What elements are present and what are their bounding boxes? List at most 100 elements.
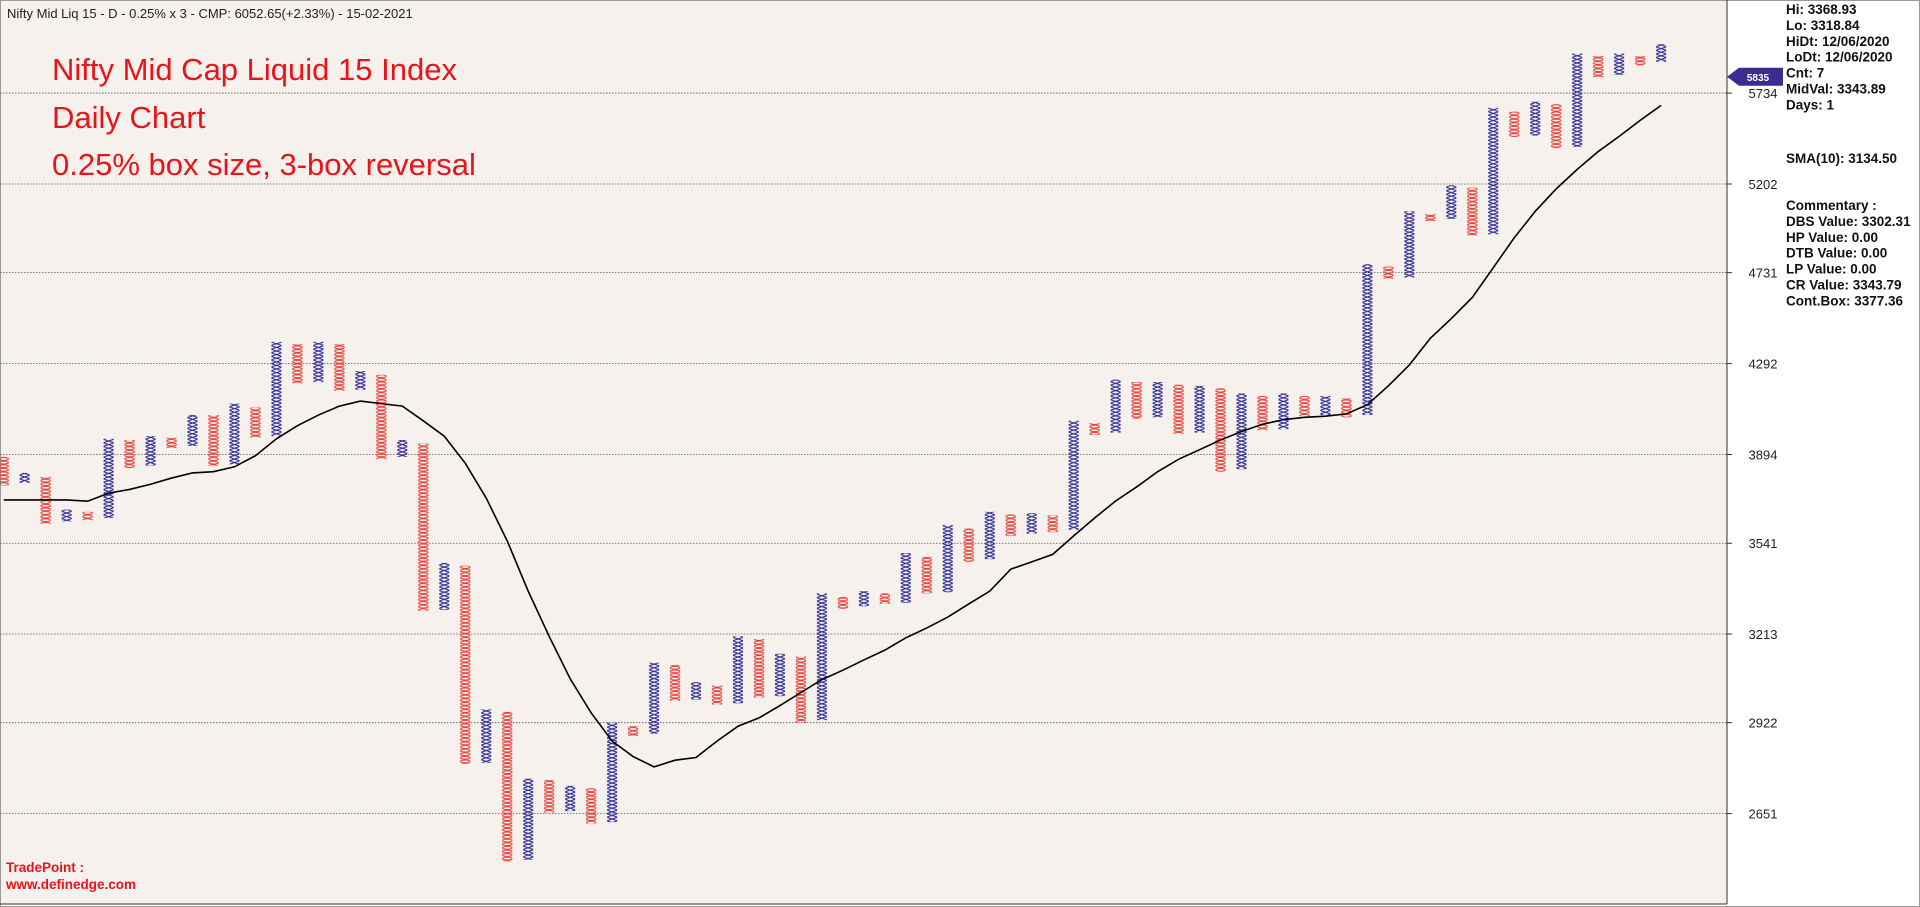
x-column [1487,107,1499,235]
x-column [1361,264,1373,416]
x-column [480,709,492,763]
info-line: Days: 1 [1786,97,1835,112]
y-tick-label: 2922 [1749,716,1778,731]
info-line: DTB Value: 0.00 [1786,246,1887,261]
x-column [900,553,912,603]
x-column [1529,101,1541,136]
o-column [1424,213,1436,221]
o-column [375,374,387,460]
o-column [82,511,94,521]
price-marker-label: 5835 [1747,73,1770,84]
info-line: LP Value: 0.00 [1786,262,1877,277]
o-column [585,788,597,824]
o-column [627,726,639,737]
o-column [291,344,303,384]
o-column [249,407,261,438]
x-column [438,562,450,610]
x-column [312,341,324,383]
footer-label: TradePoint : [6,860,84,875]
o-column [1089,423,1101,436]
o-column [1005,514,1017,536]
o-column [1131,382,1143,419]
x-column [1655,44,1667,62]
o-column [795,656,807,723]
o-column [543,780,555,813]
o-column [879,593,891,604]
o-column [459,565,471,764]
x-column [1445,185,1457,219]
x-column [1110,379,1122,433]
x-column [1194,385,1206,433]
chart-subtitle: Daily Chart [52,100,206,135]
o-column [1257,395,1268,431]
sma-line [3,104,1662,768]
o-column [124,439,136,469]
x-column [858,591,870,607]
x-column [564,785,576,812]
x-column [187,415,199,446]
x-column [1613,53,1625,75]
o-column [1340,398,1352,418]
o-column [1173,384,1185,434]
x-column [732,636,744,704]
o-column [333,344,345,391]
x-column [984,511,996,560]
o-column [1634,55,1646,66]
x-column [19,472,31,483]
o-column [921,556,933,594]
x-column [61,509,73,522]
grid: 2651 2922 3213 3541 3894 4292 4731 5202 5734 [0,86,1777,822]
o-column [963,528,975,562]
info-line: HiDt: 12/06/2020 [1786,34,1890,49]
x-column [1026,513,1038,534]
info-line: MidVal: 3343.89 [1786,82,1886,97]
o-column [417,443,429,612]
y-tick-label: 2651 [1749,807,1778,822]
info-line: LoDt: 12/06/2020 [1786,50,1893,65]
footer-url: www.definedge.com [5,877,136,892]
o-column [837,596,849,609]
x-column [774,653,786,697]
x-column [396,439,408,457]
chart-subtitle: 0.25% box size, 3-box reversal [52,147,476,182]
chart-header: Nifty Mid Liq 15 - D - 0.25% x 3 - CMP: … [7,6,413,21]
x-column [816,593,828,721]
info-line: HP Value: 0.00 [1786,230,1878,245]
x-column [145,436,157,466]
x-column [522,778,534,860]
info-line: Cnt: 7 [1786,66,1824,81]
o-column [166,437,178,449]
o-column [501,711,513,862]
info-line: DBS Value: 3302.31 [1786,214,1911,229]
y-tick-label: 4292 [1749,357,1778,372]
o-column [1592,55,1604,78]
info-line: SMA(10): 3134.50 [1786,151,1897,166]
x-column [1152,382,1164,418]
o-column [1298,395,1310,417]
x-column [1571,53,1583,147]
plot-background [0,0,1727,904]
o-column [1215,388,1227,472]
o-column [753,638,765,698]
info-line: Cont.Box: 3377.36 [1786,293,1904,308]
y-tick-label: 5734 [1749,86,1778,101]
o-column [669,665,681,701]
info-line: Hi: 3368.93 [1786,2,1857,17]
x-column [1277,393,1289,430]
x-column [354,371,366,390]
x-column [270,341,282,437]
o-column [1466,187,1478,236]
y-tick-label: 4731 [1749,266,1778,281]
columns [0,44,1667,862]
y-tick-label: 5202 [1749,177,1778,192]
x-column [1319,395,1331,416]
x-column [228,403,240,465]
o-column [1508,111,1520,137]
o-column [711,685,723,705]
o-column [1382,266,1394,279]
y-tick-label: 3541 [1749,536,1778,551]
y-tick-label: 3894 [1749,447,1778,462]
o-column [1550,104,1562,149]
price-marker [1727,67,1783,86]
y-tick-label: 3213 [1749,627,1778,642]
